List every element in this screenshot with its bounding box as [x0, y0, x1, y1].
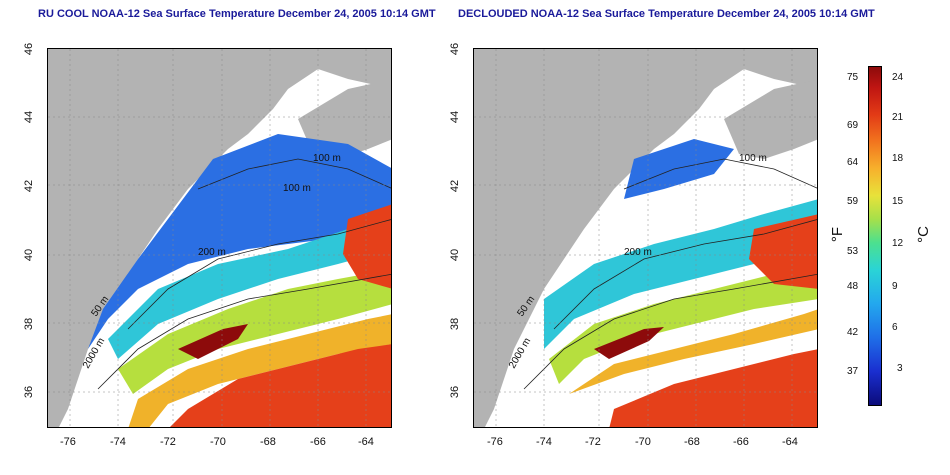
lon-tick: -72 — [585, 436, 601, 448]
lat-tick: 42 — [23, 179, 35, 193]
contour-label: 100 m — [313, 153, 341, 164]
lon-tick: -66 — [733, 436, 749, 448]
lon-tick: -76 — [487, 436, 503, 448]
graticule — [48, 49, 391, 427]
fahrenheit-label: °F — [829, 226, 847, 243]
green-yellow-band — [549, 264, 817, 384]
gulf-stream-warm — [170, 344, 391, 427]
celsius-label: °C — [914, 226, 932, 243]
contour-200m — [127, 219, 391, 330]
gulf-stream-core — [178, 324, 248, 359]
fahrenheit-tick: 53 — [847, 246, 859, 257]
contour-100m — [197, 158, 391, 190]
celsius-tick: 6 — [892, 322, 898, 333]
contour-label: 100 m — [283, 183, 311, 194]
lat-tick: 44 — [449, 110, 461, 124]
green-yellow-band — [118, 269, 391, 394]
lon-tick: -72 — [160, 436, 176, 448]
lat-tick: 46 — [23, 42, 35, 56]
celsius-tick: 3 — [897, 363, 903, 374]
celsius-tick: 18 — [892, 153, 904, 164]
lon-tick: -66 — [310, 436, 326, 448]
contour-label: 100 m — [739, 153, 767, 164]
contour-label: 200 m — [624, 247, 652, 258]
fahrenheit-tick: 75 — [847, 72, 859, 83]
fahrenheit-tick: 48 — [847, 281, 859, 292]
lat-tick: 38 — [449, 317, 461, 331]
contour-200m — [553, 219, 817, 330]
slope-water-yellow — [128, 314, 391, 427]
left-sst-field: 100 m 100 m 200 m 50 m 2000 m — [48, 49, 391, 427]
lon-tick: -76 — [60, 436, 76, 448]
lat-tick: 36 — [449, 385, 461, 399]
celsius-tick: 15 — [892, 196, 904, 207]
warm-eddy-east — [343, 204, 391, 289]
right-sst-map: 100 m 200 m 50 m 2000 m — [473, 48, 818, 428]
cold-shelf-water — [88, 134, 391, 349]
fahrenheit-tick: 37 — [847, 366, 859, 377]
fahrenheit-tick: 59 — [847, 196, 859, 207]
graticule — [474, 49, 817, 427]
slope-water-yellow — [569, 309, 817, 394]
contour-2000m — [97, 273, 391, 390]
lon-tick: -74 — [110, 436, 126, 448]
left-map-title: RU COOL NOAA-12 Sea Surface Temperature … — [38, 8, 436, 20]
fahrenheit-tick: 64 — [847, 157, 859, 168]
lon-tick: -64 — [782, 436, 798, 448]
land-mass — [48, 49, 391, 427]
lat-tick: 40 — [449, 248, 461, 262]
lon-tick: -68 — [684, 436, 700, 448]
temperature-colorbar — [868, 66, 882, 406]
lat-tick: 40 — [23, 248, 35, 262]
lat-tick: 38 — [23, 317, 35, 331]
left-sst-map: 100 m 100 m 200 m 50 m 2000 m — [47, 48, 392, 428]
lat-tick: 42 — [449, 179, 461, 193]
lon-tick: -68 — [260, 436, 276, 448]
cyan-band — [108, 219, 391, 359]
lat-tick: 44 — [23, 110, 35, 124]
lat-tick: 46 — [449, 42, 461, 56]
nova-scotia — [298, 79, 391, 159]
gulf-stream-core — [594, 327, 664, 359]
land-mass — [474, 49, 817, 427]
right-sst-field: 100 m 200 m 50 m 2000 m — [474, 49, 817, 427]
celsius-tick: 12 — [892, 238, 904, 249]
lat-tick: 36 — [23, 385, 35, 399]
cold-shelf-water — [624, 139, 734, 199]
right-map-title: DECLOUDED NOAA-12 Sea Surface Temperatur… — [458, 8, 875, 20]
contour-label: 200 m — [198, 247, 226, 258]
lon-tick: -64 — [358, 436, 374, 448]
lon-tick: -70 — [210, 436, 226, 448]
lon-tick: -74 — [536, 436, 552, 448]
celsius-tick: 21 — [892, 112, 904, 123]
nova-scotia — [724, 79, 817, 159]
contour-100m — [623, 158, 817, 190]
celsius-tick: 24 — [892, 72, 904, 83]
celsius-tick: 9 — [892, 281, 898, 292]
lon-tick: -70 — [635, 436, 651, 448]
fahrenheit-tick: 42 — [847, 327, 859, 338]
gulf-stream-warm — [609, 349, 817, 427]
contour-2000m — [523, 273, 817, 390]
fahrenheit-tick: 69 — [847, 120, 859, 131]
